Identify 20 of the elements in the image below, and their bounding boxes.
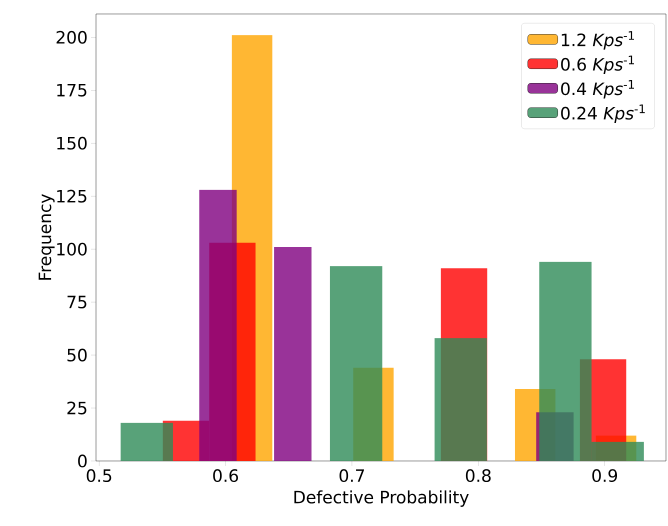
y-axis-title: Frequency xyxy=(38,194,55,280)
legend-label: 1.2 Kps$^{-1}$ xyxy=(562,31,634,50)
x-tick-label: 0.9 xyxy=(592,469,618,482)
x-tick-label: 0.8 xyxy=(466,469,491,482)
legend-label: 0.24 Kps$^{-1}$ xyxy=(561,104,645,123)
y-tick-label: 100 xyxy=(57,242,87,256)
x-tick-label: 0.5 xyxy=(86,469,112,482)
y-tick-label: 150 xyxy=(57,136,87,150)
x-axis-title: Defective Probability xyxy=(294,490,469,507)
y-tick-label: 175 xyxy=(57,84,86,97)
y-tick-label: 25 xyxy=(67,402,86,414)
y-tick-label: 50 xyxy=(67,348,87,362)
legend-label: 0.4 Kps$^{-1}$ xyxy=(561,80,634,98)
y-tick-label: 75 xyxy=(68,296,86,308)
x-tick-label: 0.7 xyxy=(340,469,364,482)
x-tick-label: 0.6 xyxy=(213,469,238,482)
y-tick-label: 0 xyxy=(78,454,87,468)
y-tick-label: 125 xyxy=(57,190,86,203)
y-tick-label: 200 xyxy=(56,30,87,44)
legend-label: 0.6 Kps$^{-1}$ xyxy=(561,56,634,74)
